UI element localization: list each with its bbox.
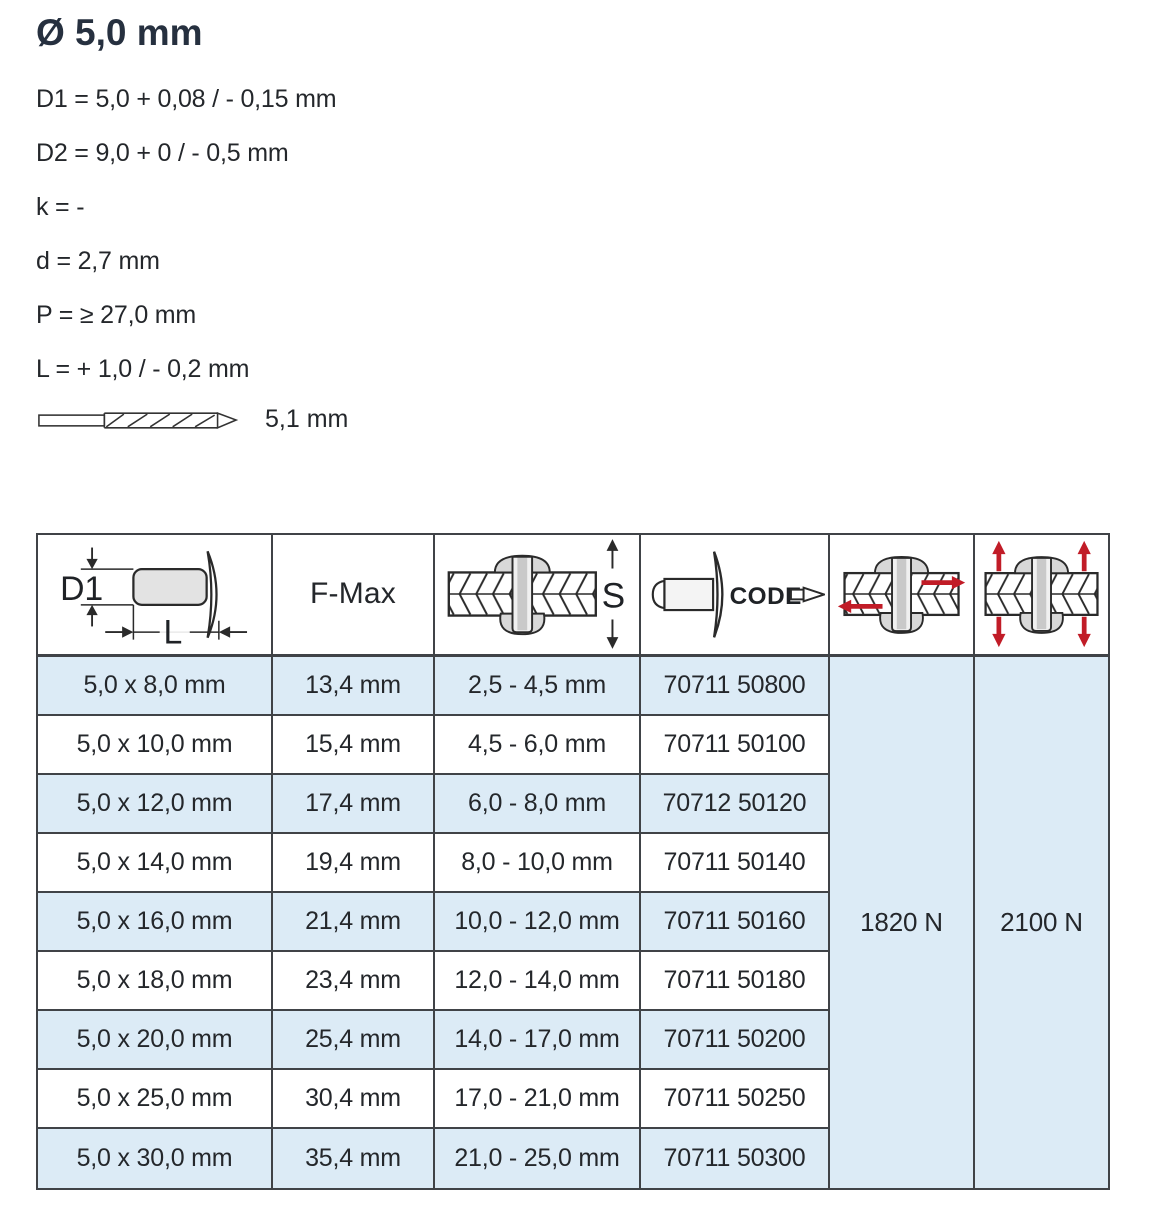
header-tensile-strength: [975, 534, 1108, 657]
svg-text:L: L: [163, 613, 182, 651]
cell-fmax: 25,4 mm: [273, 1010, 435, 1070]
cell-grip: 6,0 - 8,0 mm: [435, 774, 641, 834]
cell-fmax: 15,4 mm: [273, 715, 435, 775]
cell-dim: 5,0 x 8,0 mm: [38, 656, 273, 716]
cell-code: 70711 50180: [641, 951, 830, 1011]
svg-text:S: S: [602, 577, 625, 616]
cell-code: 70711 50140: [641, 833, 830, 893]
cell-grip: 8,0 - 10,0 mm: [435, 833, 641, 893]
cell-code: 70712 50120: [641, 774, 830, 834]
cell-fmax: 13,4 mm: [273, 656, 435, 716]
header-fmax: F-Max: [273, 534, 435, 657]
cell-grip: 12,0 - 14,0 mm: [435, 951, 641, 1011]
cell-dim: 5,0 x 10,0 mm: [38, 715, 273, 775]
cell-fmax: 35,4 mm: [273, 1128, 435, 1188]
header-grip-range: S: [435, 534, 641, 657]
header-code: CODE: [641, 534, 830, 657]
rivet-code-icon: CODE: [651, 551, 825, 638]
spec-line-d2: D2 = 9,0 + 0 / - 0,5 mm: [36, 139, 289, 168]
cell-grip: 17,0 - 21,0 mm: [435, 1069, 641, 1129]
header-dimension-diagram: D1 L: [38, 534, 273, 657]
page-title: Ø 5,0 mm: [36, 12, 203, 53]
header-shear-strength: [830, 534, 975, 657]
spec-line-k: k = -: [36, 193, 85, 222]
tensile-strength-value: 2100 N: [975, 656, 1108, 1188]
datasheet-page: Ø 5,0 mm D1 = 5,0 + 0,08 / - 0,15 mm D2 …: [36, 12, 1160, 1190]
cell-fmax: 17,4 mm: [273, 774, 435, 834]
spec-line-d1: D1 = 5,0 + 0,08 / - 0,15 mm: [36, 85, 337, 114]
cell-grip: 14,0 - 17,0 mm: [435, 1010, 641, 1070]
cell-dim: 5,0 x 25,0 mm: [38, 1069, 273, 1129]
spec-list: D1 = 5,0 + 0,08 / - 0,15 mm D2 = 9,0 + 0…: [36, 73, 1160, 397]
cell-grip: 10,0 - 12,0 mm: [435, 892, 641, 952]
cell-fmax: 19,4 mm: [273, 833, 435, 893]
cell-code: 70711 50800: [641, 656, 830, 716]
cell-dim: 5,0 x 18,0 mm: [38, 951, 273, 1011]
cell-grip: 2,5 - 4,5 mm: [435, 656, 641, 716]
cell-code: 70711 50300: [641, 1128, 830, 1188]
cell-dim: 5,0 x 30,0 mm: [38, 1128, 273, 1188]
drill-size-row: 5,1 mm: [36, 399, 1160, 441]
cell-dim: 5,0 x 14,0 mm: [38, 833, 273, 893]
cell-fmax: 21,4 mm: [273, 892, 435, 952]
svg-text:D1: D1: [60, 570, 103, 608]
svg-text:CODE: CODE: [729, 583, 801, 610]
spec-line-d: d = 2,7 mm: [36, 247, 160, 276]
cell-code: 70711 50200: [641, 1010, 830, 1070]
shear-strength-icon: [837, 556, 965, 635]
cell-fmax: 23,4 mm: [273, 951, 435, 1011]
cell-dim: 5,0 x 16,0 mm: [38, 892, 273, 952]
shear-strength-value: 1820 N: [830, 656, 975, 1188]
cell-dim: 5,0 x 20,0 mm: [38, 1010, 273, 1070]
cell-grip: 21,0 - 25,0 mm: [435, 1128, 641, 1188]
cell-dim: 5,0 x 12,0 mm: [38, 774, 273, 834]
spec-table: D1 L F-Max: [36, 532, 1110, 1190]
grip-range-icon: S: [447, 539, 628, 650]
cell-code: 70711 50250: [641, 1069, 830, 1129]
cell-code: 70711 50160: [641, 892, 830, 952]
drill-bit-icon: [38, 411, 239, 429]
cell-grip: 4,5 - 6,0 mm: [435, 715, 641, 775]
cell-code: 70711 50100: [641, 715, 830, 775]
cell-fmax: 30,4 mm: [273, 1069, 435, 1129]
spec-line-l: L = + 1,0 / - 0,2 mm: [36, 355, 250, 384]
drill-diameter-label: 5,1 mm: [265, 405, 349, 434]
tensile-strength-icon: [983, 541, 1099, 648]
spec-line-p: P = ≥ 27,0 mm: [36, 301, 197, 330]
rivet-dimension-icon: D1 L: [57, 547, 247, 651]
